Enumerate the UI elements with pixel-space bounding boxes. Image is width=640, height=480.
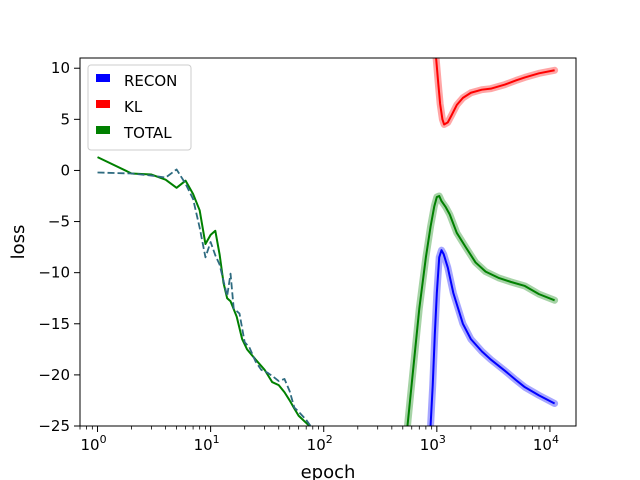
series-line-total-0 [97, 156, 311, 426]
x-tick-label-2: 102 [307, 433, 333, 454]
legend: RECON KL TOTAL [87, 64, 192, 151]
x-axis-label: epoch [301, 462, 356, 480]
y-tick-label-2: 0 [60, 161, 70, 179]
legend-box [87, 64, 192, 151]
plot-frame [79, 57, 577, 427]
y-tick-label-7: −25 [38, 417, 70, 435]
y-axis-label: loss [8, 225, 29, 260]
legend-label-recon: RECON [124, 72, 177, 90]
series-line-unlabeled-1 [97, 168, 312, 426]
series-line-kl-2 [435, 58, 555, 126]
legend-swatch-recon [96, 74, 110, 82]
x-tick-label-4: 104 [533, 433, 559, 454]
legend-label-kl: KL [124, 98, 143, 116]
series-layer [97, 58, 559, 426]
legend-label-total: TOTAL [123, 124, 172, 142]
y-tick-label-5: −15 [38, 315, 70, 333]
y-tick-label-1: 5 [60, 110, 70, 128]
x-tick-label-1: 101 [194, 433, 220, 454]
x-tick-label-0: 100 [80, 433, 106, 454]
y-tick-label-4: −10 [38, 264, 70, 282]
series-line-total-3 [406, 195, 555, 426]
y-tick-label-6: −20 [38, 366, 70, 384]
x-tick-label-3: 103 [420, 433, 446, 454]
legend-swatch-kl [96, 100, 110, 108]
y-tick-label-0: 10 [51, 59, 70, 77]
y-tick-label-3: −5 [48, 213, 70, 231]
legend-swatch-total [96, 126, 110, 134]
series-line-recon-4 [429, 249, 556, 426]
